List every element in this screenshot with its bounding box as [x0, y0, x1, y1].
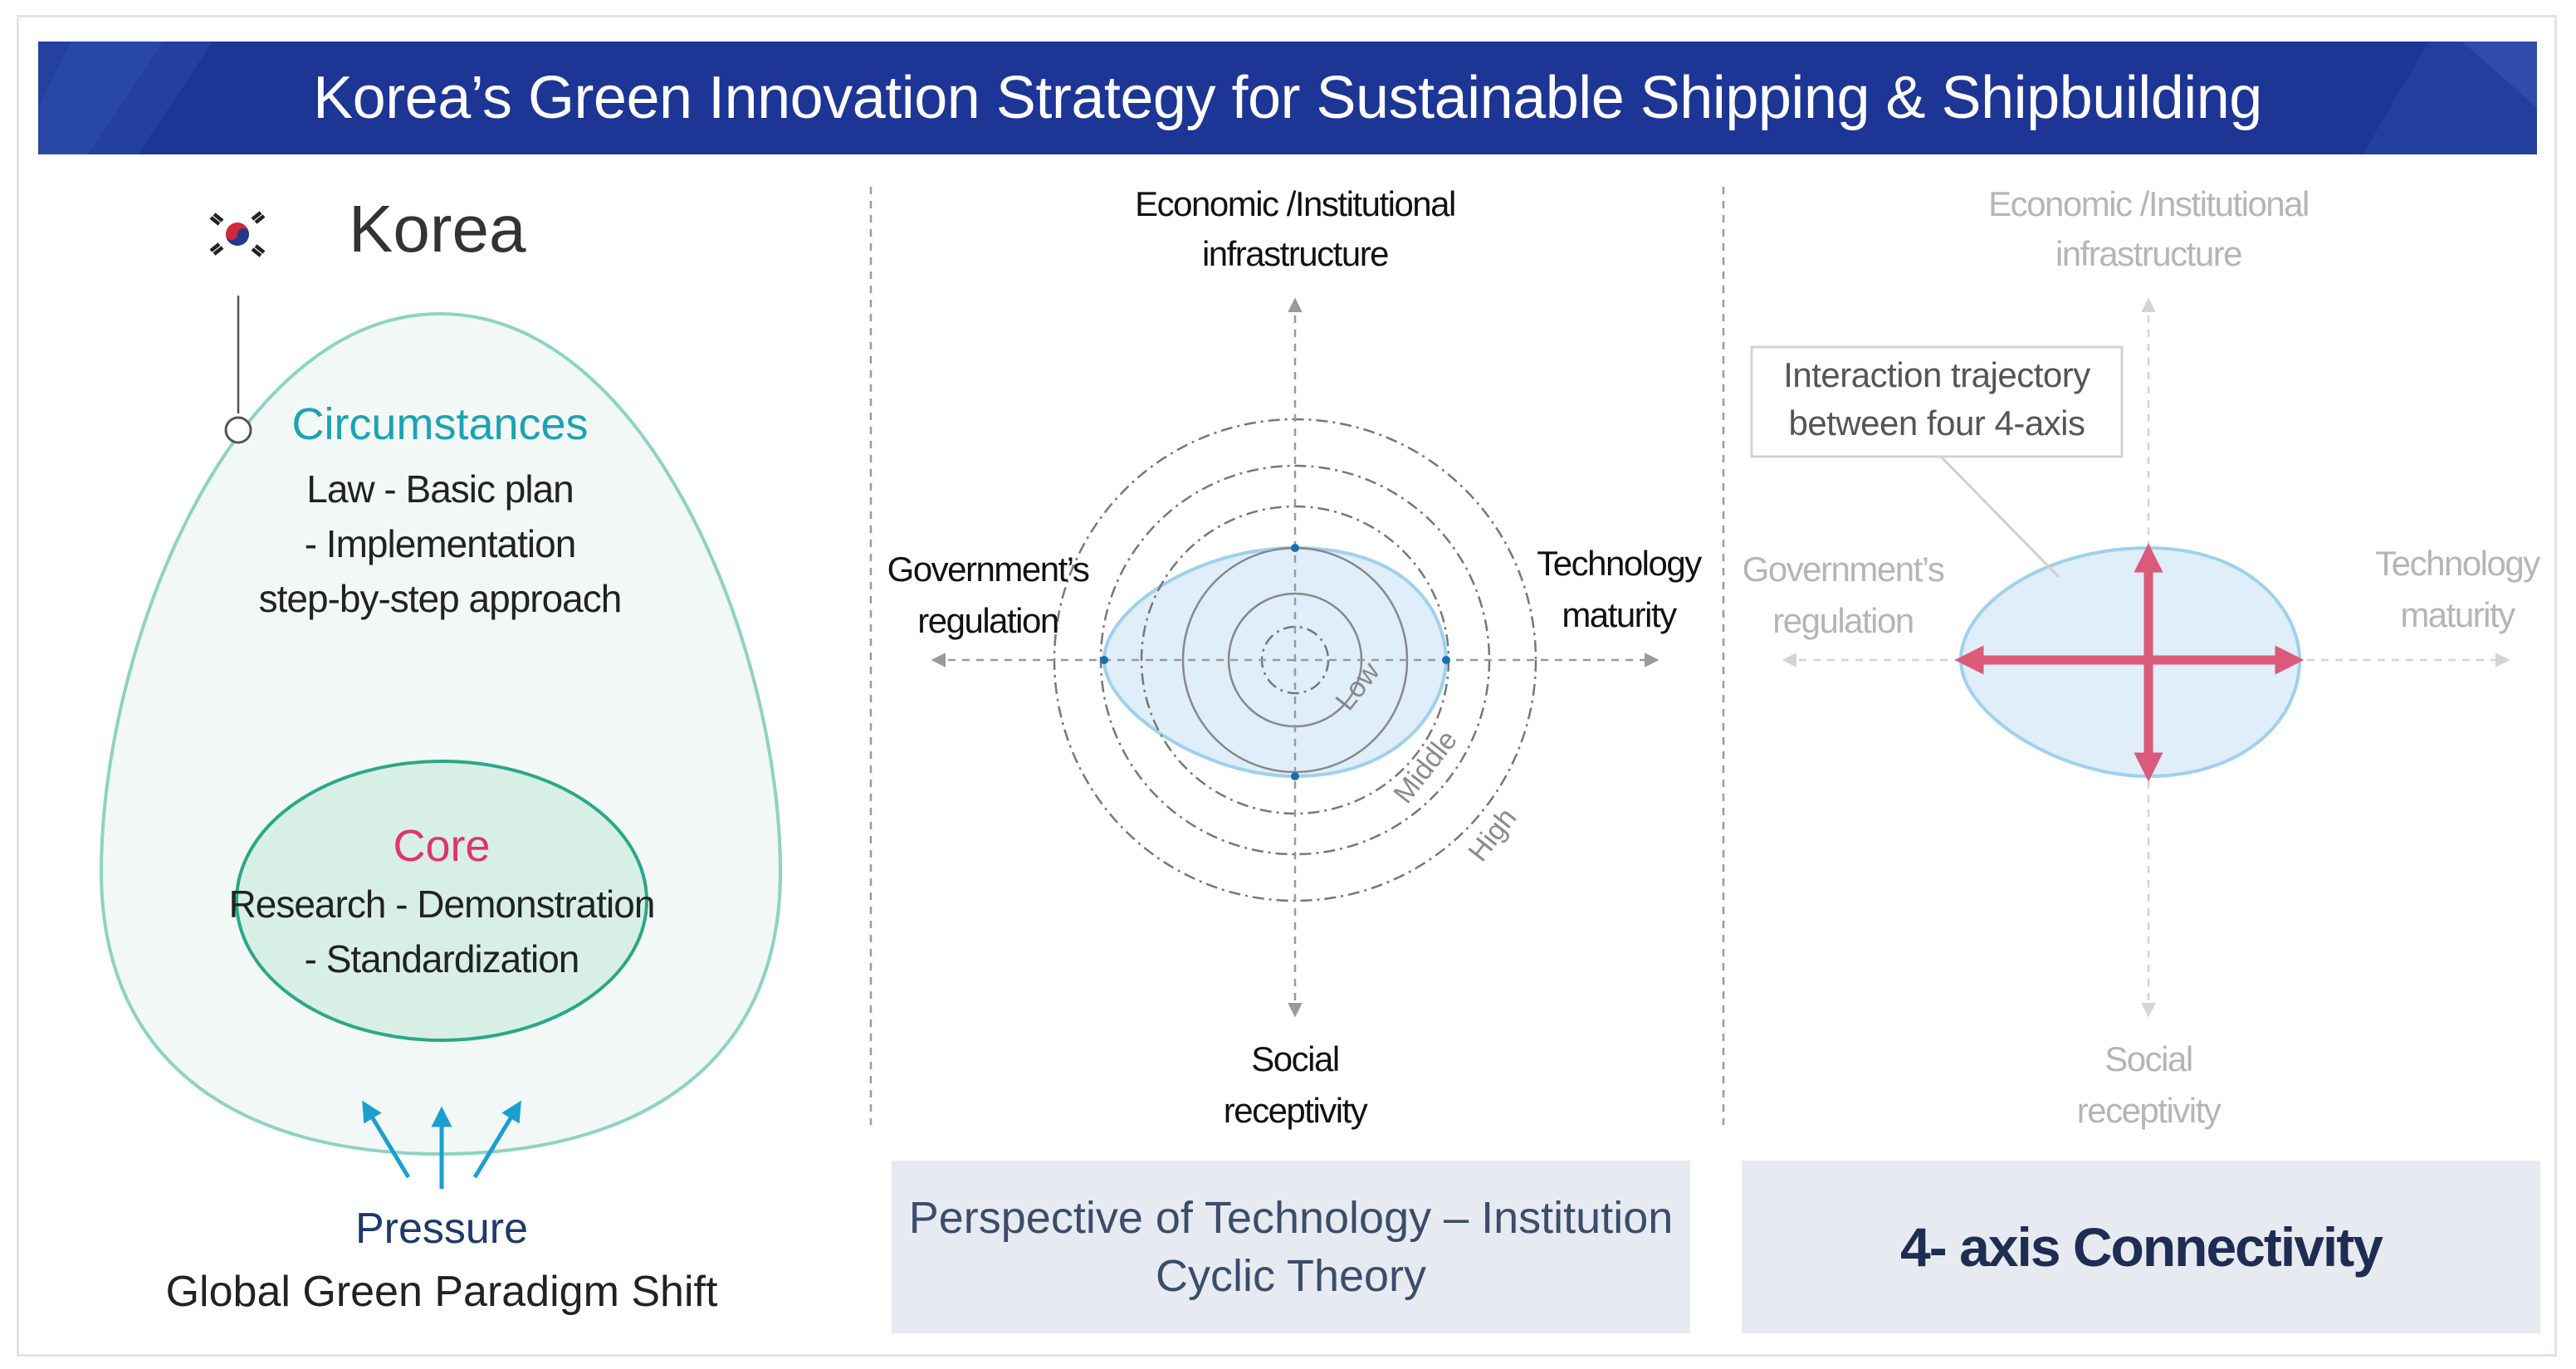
axis-label-top: infrastructure: [2055, 234, 2243, 273]
circumstances-line: step-by-step approach: [258, 577, 623, 620]
pressure-heading: Pressure: [354, 1205, 529, 1253]
axis-label-top: Economic /Institutional: [1988, 184, 2310, 223]
cyclic-theory-caption: Perspective of Technology – Institution …: [892, 1161, 1690, 1333]
korea-flag-icon: [209, 211, 266, 257]
axis-label-right: maturity: [2400, 595, 2515, 634]
cyclic-theory-diagram: Low Middle High: [931, 297, 1659, 1018]
caption-line: Perspective of Technology – Institution: [908, 1193, 1674, 1243]
axis-point: [1291, 772, 1299, 780]
banner-decoration: [38, 42, 2537, 154]
axis-label-bottom: receptivity: [2076, 1091, 2222, 1130]
callout-line: Interaction trajectory: [1783, 355, 2090, 394]
axis-label-left: regulation: [917, 601, 1059, 640]
axis-label-bottom: receptivity: [1223, 1091, 1368, 1130]
circumstances-heading: Circumstances: [291, 399, 589, 449]
callout-pointer: [1939, 455, 2060, 579]
circumstances-line: Law - Basic plan: [306, 467, 574, 511]
axis-label-bottom: Social: [2104, 1039, 2193, 1078]
axis-point: [1442, 656, 1450, 664]
caption-line: Cyclic Theory: [1155, 1251, 1427, 1301]
connectivity-caption: 4- axis Connectivity: [1742, 1161, 2540, 1333]
caption-title: 4- axis Connectivity: [1900, 1216, 2383, 1278]
axis-label-right: Technology: [2375, 544, 2540, 583]
axis-label-left: Government’s: [1742, 550, 1945, 589]
callout-box: [1750, 345, 2124, 458]
core-ellipse: [235, 760, 648, 1042]
axis-label-left: regulation: [1772, 601, 1914, 640]
core-heading: Core: [393, 821, 491, 871]
maturity-shape: [1102, 545, 1449, 779]
level-label-high: High: [1462, 802, 1523, 868]
axis-label-right: maturity: [1562, 595, 1677, 634]
connector-node: [224, 416, 252, 444]
pressure-subtitle: Global Green Paradigm Shift: [165, 1268, 718, 1316]
country-label: Korea: [349, 192, 526, 266]
pressure-arrows: [362, 1100, 521, 1189]
axis-label-right: Technology: [1537, 544, 1702, 583]
axis-label-top: infrastructure: [1201, 234, 1390, 273]
axis-label-left: Government’s: [887, 550, 1090, 589]
core-line: - Standardization: [304, 937, 580, 980]
axis-label-top: Economic /Institutional: [1135, 184, 1456, 223]
axis-point: [1100, 656, 1108, 664]
title-banner: Korea’s Green Innovation Strategy for Su…: [38, 42, 2537, 154]
circumstances-line: - Implementation: [304, 522, 577, 565]
connectivity-diagram: [1750, 297, 2510, 1018]
callout-line: between four 4-axis: [1788, 403, 2085, 442]
axis-label-bottom: Social: [1251, 1039, 1340, 1078]
core-line: Research - Demonstration: [228, 883, 656, 926]
axis-point: [1291, 544, 1299, 552]
banner-title: Korea’s Green Innovation Strategy for Su…: [313, 65, 2262, 131]
